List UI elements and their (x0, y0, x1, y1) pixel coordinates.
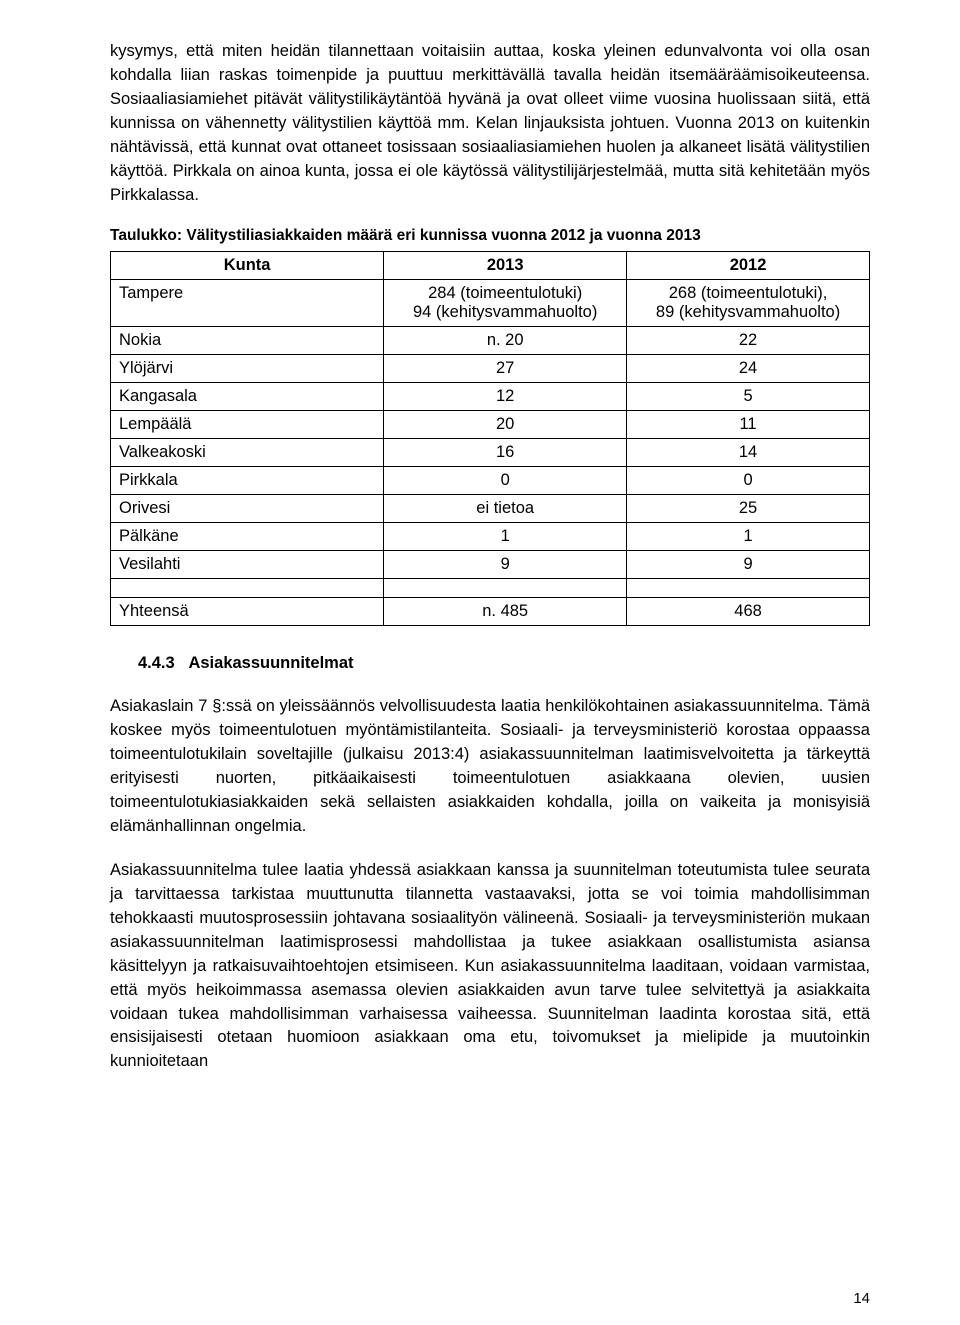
table-row: Orivesi ei tietoa 25 (111, 495, 870, 523)
table-gap (111, 579, 870, 598)
cell: 9 (627, 551, 870, 579)
cell: 14 (627, 439, 870, 467)
cell: 468 (627, 598, 870, 626)
cell: 0 (627, 467, 870, 495)
paragraph-3: Asiakassuunnitelma tulee laatia yhdessä … (110, 859, 870, 1074)
cell: n. 20 (384, 327, 627, 355)
cell: 25 (627, 495, 870, 523)
cell: Tampere (111, 280, 384, 327)
cell: 268 (toimeentulotuki), 89 (kehitysvammah… (627, 280, 870, 327)
table-title: Taulukko: Välitystiliasiakkaiden määrä e… (110, 227, 870, 245)
cell: 5 (627, 383, 870, 411)
col-2013: 2013 (384, 252, 627, 280)
cell: ei tietoa (384, 495, 627, 523)
paragraph-2: Asiakaslain 7 §:ssä on yleissäännös velv… (110, 695, 870, 839)
col-2012: 2012 (627, 252, 870, 280)
section-heading: 4.4.3 Asiakassuunnitelmat (110, 654, 870, 673)
cell: Kangasala (111, 383, 384, 411)
col-kunta: Kunta (111, 252, 384, 280)
table-row: Pälkäne 1 1 (111, 523, 870, 551)
table-row: Kangasala 12 5 (111, 383, 870, 411)
cell: Vesilahti (111, 551, 384, 579)
page: kysymys, että miten heidän tilannettaan … (0, 0, 960, 1325)
cell: Orivesi (111, 495, 384, 523)
cell: n. 485 (384, 598, 627, 626)
cell: 20 (384, 411, 627, 439)
table-header-row: Kunta 2013 2012 (111, 252, 870, 280)
table-row: Valkeakoski 16 14 (111, 439, 870, 467)
table-row: Ylöjärvi 27 24 (111, 355, 870, 383)
page-number: 14 (853, 1290, 870, 1307)
cell: Yhteensä (111, 598, 384, 626)
section-number: 4.4.3 (138, 654, 175, 672)
cell: Pirkkala (111, 467, 384, 495)
cell: 0 (384, 467, 627, 495)
cell: 11 (627, 411, 870, 439)
cell: Ylöjärvi (111, 355, 384, 383)
cell: Nokia (111, 327, 384, 355)
paragraph-1: kysymys, että miten heidän tilannettaan … (110, 40, 870, 207)
table-row: Vesilahti 9 9 (111, 551, 870, 579)
cell: 9 (384, 551, 627, 579)
cell: 284 (toimeentulotuki) 94 (kehitysvammahu… (384, 280, 627, 327)
table-row: Nokia n. 20 22 (111, 327, 870, 355)
cell: 1 (627, 523, 870, 551)
cell: Valkeakoski (111, 439, 384, 467)
cell: 1 (384, 523, 627, 551)
cell: 12 (384, 383, 627, 411)
table-row: Tampere 284 (toimeentulotuki) 94 (kehity… (111, 280, 870, 327)
data-table: Kunta 2013 2012 Tampere 284 (toimeentulo… (110, 251, 870, 626)
table-total-row: Yhteensä n. 485 468 (111, 598, 870, 626)
cell: 22 (627, 327, 870, 355)
cell: 24 (627, 355, 870, 383)
table-row: Pirkkala 0 0 (111, 467, 870, 495)
cell: Lempäälä (111, 411, 384, 439)
table-row: Lempäälä 20 11 (111, 411, 870, 439)
section-title: Asiakassuunnitelmat (188, 654, 353, 672)
cell: 27 (384, 355, 627, 383)
cell: 16 (384, 439, 627, 467)
cell: Pälkäne (111, 523, 384, 551)
